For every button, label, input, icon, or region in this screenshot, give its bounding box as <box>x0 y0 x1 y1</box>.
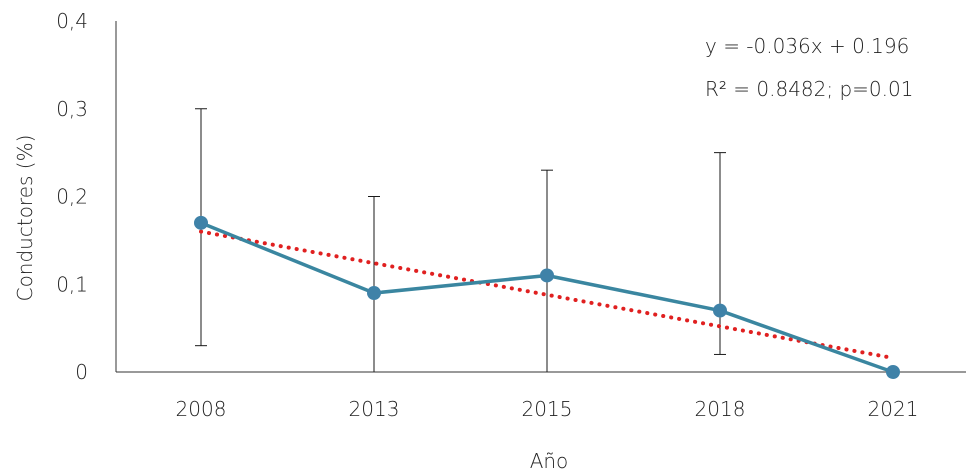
y-tick-label: 0 <box>75 360 88 384</box>
x-tick-label: 2018 <box>695 397 746 421</box>
data-point <box>713 303 727 318</box>
data-point <box>194 215 208 230</box>
y-tick-label: 0,3 <box>56 97 88 121</box>
data-point <box>886 365 900 379</box>
series-group <box>194 215 900 379</box>
x-tick-label: 2021 <box>868 397 919 421</box>
y-tick-label: 0,2 <box>56 185 88 209</box>
equation-annotation: y = -0.036x + 0.196 <box>705 34 909 58</box>
annotations: y = -0.036x + 0.196 R² = 0.8482; p=0.01 <box>705 34 913 101</box>
x-tick-label: 2013 <box>349 397 400 421</box>
y-tick-label: 0,4 <box>56 9 88 33</box>
data-point <box>367 286 381 301</box>
x-tick-label: 2015 <box>522 397 573 421</box>
y-tick-label: 0,1 <box>56 272 88 296</box>
axes <box>115 21 966 373</box>
x-tick-label: 2008 <box>176 397 227 421</box>
x-tick-labels: 2008 2013 2015 2018 2021 <box>176 397 919 421</box>
y-tick-labels: 0 0,1 0,2 0,3 0,4 <box>56 9 88 384</box>
x-axis-title: Año <box>530 449 569 472</box>
y-axis-title: Conductores (%) <box>13 135 37 302</box>
data-point <box>540 268 554 283</box>
error-bars <box>195 108 726 372</box>
r-squared-annotation: R² = 0.8482; p=0.01 <box>705 77 913 101</box>
